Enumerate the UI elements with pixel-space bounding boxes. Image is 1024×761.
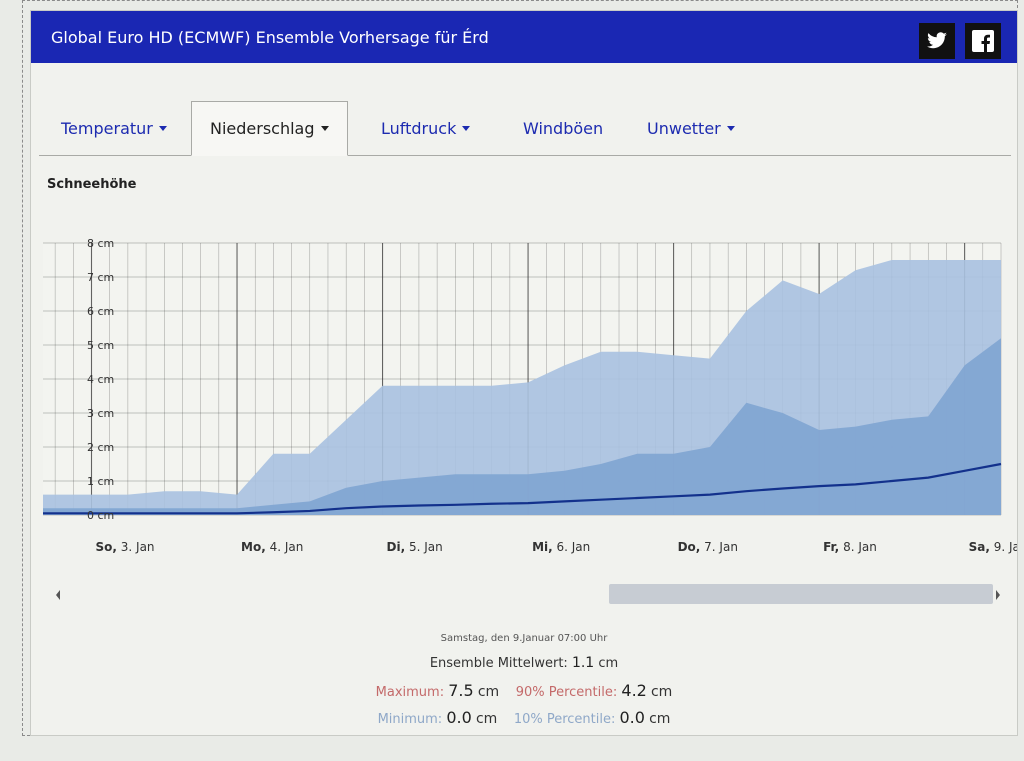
tooltip-max-row: Maximum: 7.5 cm 90% Percentile: 4.2 cm	[31, 681, 1017, 700]
max-unit: cm	[477, 684, 500, 700]
y-tick-label: 8 cm	[87, 237, 114, 250]
tooltip-mean-row: Ensemble Mittelwert: 1.1 cm	[31, 655, 1017, 671]
caret-down-icon	[726, 125, 735, 131]
y-tick-label: 3 cm	[87, 407, 114, 420]
p90-label: 90% Percentile:	[515, 685, 618, 700]
tab-label: Unwetter	[647, 118, 721, 138]
tooltip-timestamp: Samstag, den 9.Januar 07:00 Uhr	[440, 633, 608, 644]
x-tick-label: Sa, 9. Jan	[969, 540, 1017, 554]
y-tick-label: 5 cm	[87, 339, 114, 352]
tab-label: Luftdruck	[381, 118, 457, 138]
tab-windboeen[interactable]: Windböen	[523, 101, 603, 155]
p90-value: 4.2	[621, 681, 647, 700]
x-tick-label: Di, 5. Jan	[387, 540, 443, 554]
y-tick-label: 6 cm	[87, 305, 114, 318]
y-tick-label: 7 cm	[87, 271, 114, 284]
facebook-icon	[972, 30, 994, 52]
min-label: Minimum:	[377, 712, 443, 727]
tab-bar: Temperatur Niederschlag Luftdruck Windbö…	[39, 101, 1011, 156]
p10-unit: cm	[649, 711, 671, 727]
mean-value: 1.1	[571, 655, 595, 671]
series-mean-line	[43, 462, 1002, 515]
min-value: 0.0	[446, 708, 472, 727]
header-bar: Global Euro HD (ECMWF) Ensemble Vorhersa…	[31, 11, 1017, 63]
tab-temperatur[interactable]: Temperatur	[61, 101, 167, 155]
min-unit: cm	[475, 711, 498, 727]
mean-unit: cm	[598, 656, 619, 671]
y-tick-label: 4 cm	[87, 373, 114, 386]
twitter-icon	[927, 32, 947, 49]
snow-depth-chart: 0 cm 1 cm 2 cm 3 cm 4 cm 5 cm 6 cm 7 cm 8 cm So, …	[43, 237, 1017, 554]
mean-label: Ensemble Mittelwert:	[429, 656, 568, 671]
x-tick-label: So, 3. Jan	[96, 540, 155, 554]
scroll-right-icon[interactable]	[993, 586, 1003, 606]
y-tick-label: 2 cm	[87, 441, 114, 454]
max-value: 7.5	[448, 681, 474, 700]
tooltip-min-row: Minimum: 0.0 cm 10% Percentile: 0.0 cm	[31, 708, 1017, 727]
p90-unit: cm	[650, 684, 673, 700]
x-tick-label: Do, 7. Jan	[678, 540, 738, 554]
page-title: Global Euro HD (ECMWF) Ensemble Vorhersa…	[51, 27, 489, 47]
caret-down-icon	[320, 126, 329, 131]
y-tick-label: 1 cm	[87, 475, 114, 488]
tab-unwetter[interactable]: Unwetter	[647, 101, 735, 155]
tab-label: Windböen	[523, 118, 604, 138]
facebook-button[interactable]	[965, 23, 1001, 59]
scrollbar-thumb[interactable]	[609, 584, 993, 604]
tab-niederschlag[interactable]: Niederschlag	[191, 101, 348, 156]
series-p90-area	[43, 338, 1001, 515]
caret-down-icon	[462, 125, 471, 131]
p10-label: 10% Percentile:	[513, 712, 616, 727]
chart-title: Schneehöhe	[47, 177, 137, 192]
chart-scrollbar[interactable]	[53, 584, 1003, 606]
scroll-left-icon[interactable]	[53, 586, 63, 606]
p10-value: 0.0	[619, 708, 645, 727]
x-tick-label: Mo, 4. Jan	[241, 540, 303, 554]
tab-label: Niederschlag	[210, 119, 315, 138]
x-tick-label: Fr, 8. Jan	[823, 540, 877, 554]
widget-frame: Global Euro HD (ECMWF) Ensemble Vorhersa…	[30, 10, 1018, 736]
caret-down-icon	[158, 125, 167, 131]
tab-label: Temperatur	[61, 118, 153, 138]
max-label: Maximum:	[375, 685, 445, 700]
tab-luftdruck[interactable]: Luftdruck	[381, 101, 471, 155]
twitter-button[interactable]	[919, 23, 955, 59]
x-tick-label: Mi, 6. Jan	[532, 540, 590, 554]
y-tick-label: 0 cm	[87, 509, 114, 522]
